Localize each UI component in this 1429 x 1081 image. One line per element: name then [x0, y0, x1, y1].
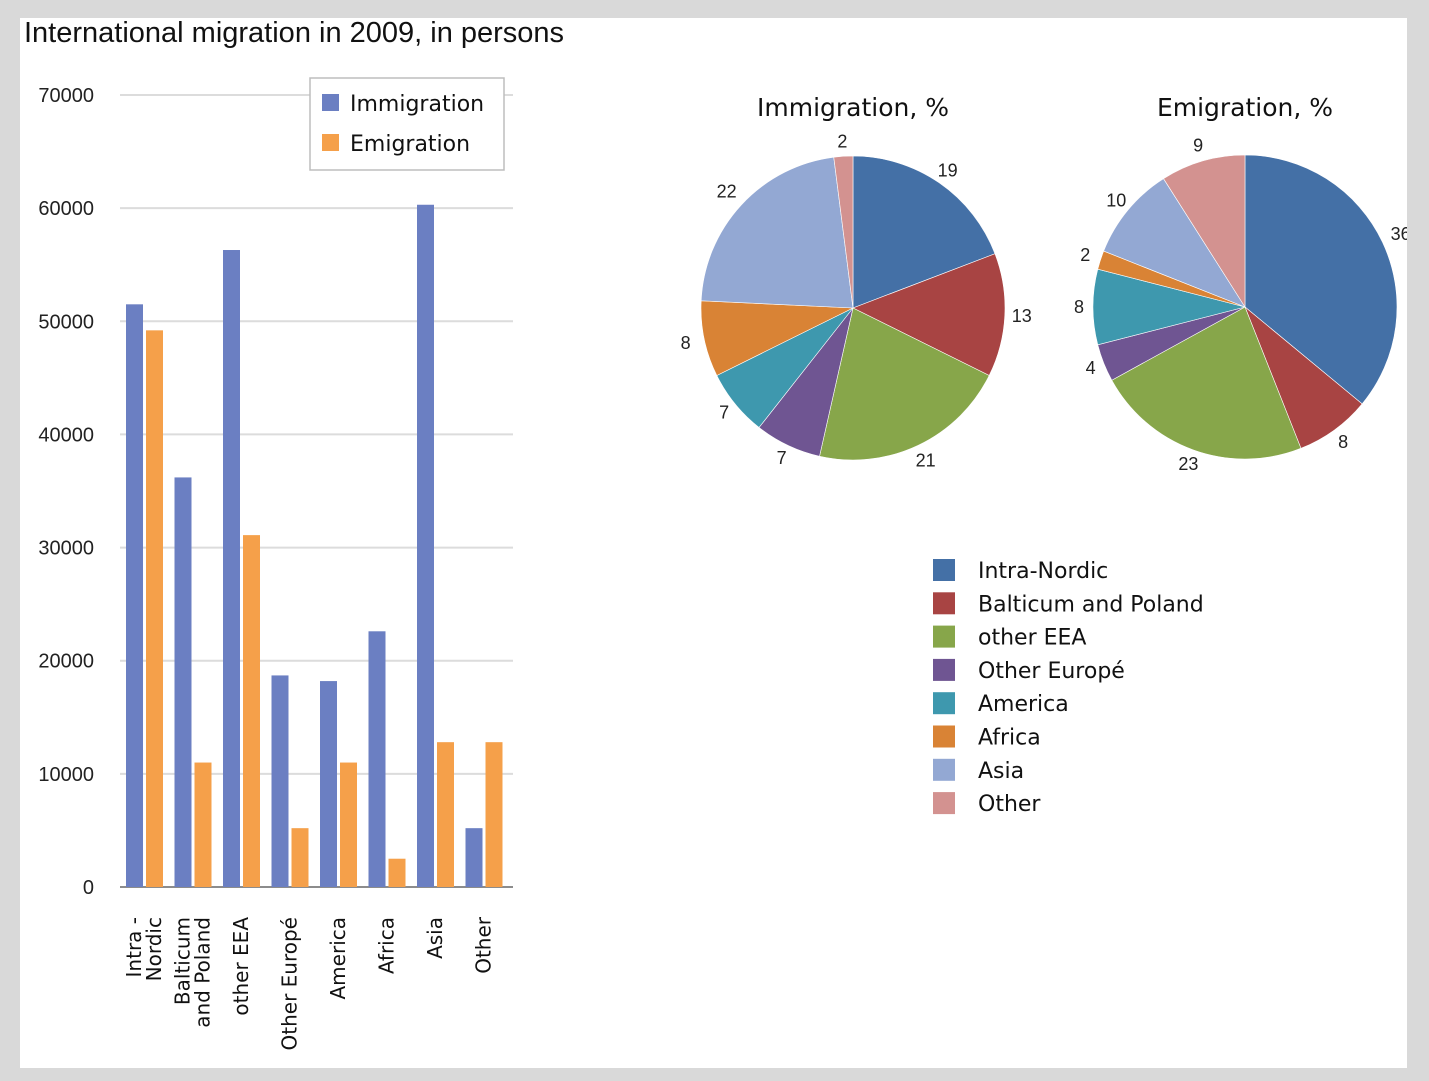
pie-slice-label: 10: [1106, 191, 1126, 211]
pie-title: Immigration, %: [757, 93, 949, 122]
pie-slice-label: 7: [777, 448, 787, 468]
pie-title: Emigration, %: [1157, 93, 1333, 122]
y-tick-label: 60000: [38, 198, 94, 220]
x-category-label: and Poland: [191, 917, 215, 1028]
pie-slice-label: 23: [1178, 454, 1198, 474]
x-category-label: other EEA: [229, 917, 253, 1016]
immigration-bar: [465, 828, 483, 887]
chart-title: International migration in 2009, in pers…: [24, 17, 565, 49]
pie-slice-label: 4: [1086, 358, 1096, 378]
emigration-bar: [340, 762, 357, 887]
pie-slice: [1111, 306, 1302, 460]
pie-slice: [700, 156, 854, 309]
pie-slice: [833, 155, 854, 309]
pie-legend-label: Intra-Nordic: [978, 559, 1108, 584]
x-category-label: Nordic: [142, 917, 166, 981]
immigration-bar: [320, 681, 337, 887]
emigration-bar: [437, 742, 454, 887]
bar-legend-swatch: [322, 94, 339, 111]
y-tick-label: 20000: [38, 651, 94, 673]
immigration-bar: [368, 631, 386, 887]
bar-legend-label: Immigration: [350, 92, 484, 117]
x-category-label: Other Europé: [278, 917, 302, 1050]
y-tick-label: 10000: [38, 764, 94, 786]
pie-slice: [852, 155, 996, 309]
pie-slice: [1244, 154, 1398, 405]
pie-slice-label: 36: [1391, 224, 1407, 244]
chart-canvas: 0 10000 20000 30000 40000 50000 60000 70000 Intr…: [38, 77, 1407, 1050]
x-category-label: Other: [472, 916, 496, 974]
pie-slice: [1163, 154, 1246, 309]
pie-slice: [852, 253, 1006, 376]
y-tick-label: 0: [83, 877, 94, 899]
y-tick-label: 50000: [38, 311, 94, 333]
pie-legend-swatch: [933, 658, 955, 681]
pie-slice-label: 19: [938, 160, 958, 180]
x-category-label: Africa: [375, 917, 399, 974]
pie-slice: [819, 307, 990, 461]
bar-legend-label: Emigration: [350, 132, 470, 157]
emigration-bar: [243, 535, 260, 887]
y-tick-label: 70000: [38, 85, 94, 107]
pie-slice-label: 8: [1074, 297, 1084, 317]
x-category-label: Intra -: [122, 917, 146, 977]
chart-frame: International migration in 2009, in pers…: [20, 17, 1407, 1068]
emigration-bar: [146, 330, 163, 887]
pie-slice-label: 8: [1338, 432, 1348, 452]
pie-legend-swatch: [933, 625, 955, 648]
pie-slice-label: 8: [681, 333, 691, 353]
bar-legend-swatch: [322, 134, 339, 151]
pie-legend-swatch: [933, 725, 955, 748]
pie-legend-swatch: [933, 692, 955, 715]
pie-legend-label: Balticum and Poland: [978, 592, 1204, 617]
immigration-bar: [126, 304, 143, 887]
immigration-bar: [271, 675, 289, 887]
x-category-label: Asia: [423, 917, 447, 959]
pie-slice-label: 2: [837, 131, 847, 151]
x-category-label: America: [326, 917, 350, 1000]
immigration-bar: [417, 204, 434, 888]
pie-legend-label: Other Europé: [978, 659, 1125, 684]
pie-legend-label: Asia: [978, 759, 1024, 784]
emigration-bar: [388, 858, 406, 887]
pie-slice-label: 2: [1080, 245, 1090, 265]
pie-slice-label: 13: [1012, 306, 1032, 326]
pie-legend-swatch: [933, 592, 955, 615]
pie-slice-label: 9: [1193, 136, 1203, 156]
x-category-label: Balticum: [171, 917, 195, 1005]
pie-slice: [1103, 178, 1246, 308]
pie-slice-label: 21: [916, 451, 936, 471]
emigration-bar: [485, 742, 503, 887]
pie-legend-swatch: [933, 559, 955, 581]
immigration-bar: [223, 250, 240, 887]
pie-slice-label: 22: [717, 181, 737, 201]
immigration-bar: [174, 477, 192, 887]
pie-legend-label: Other: [978, 792, 1041, 817]
pie-legend-label: America: [978, 692, 1069, 717]
pie-legend-swatch: [933, 792, 955, 815]
pie-legend-label: Africa: [978, 726, 1041, 751]
y-tick-label: 40000: [38, 424, 94, 446]
y-tick-label: 30000: [38, 538, 94, 560]
bar-legend-box: [309, 77, 505, 171]
pie-legend-label: other EEA: [978, 626, 1086, 651]
pie-legend-swatch: [933, 758, 955, 781]
emigration-bar: [194, 762, 212, 887]
emigration-bar: [291, 828, 309, 887]
pie-slice-label: 7: [719, 403, 729, 423]
